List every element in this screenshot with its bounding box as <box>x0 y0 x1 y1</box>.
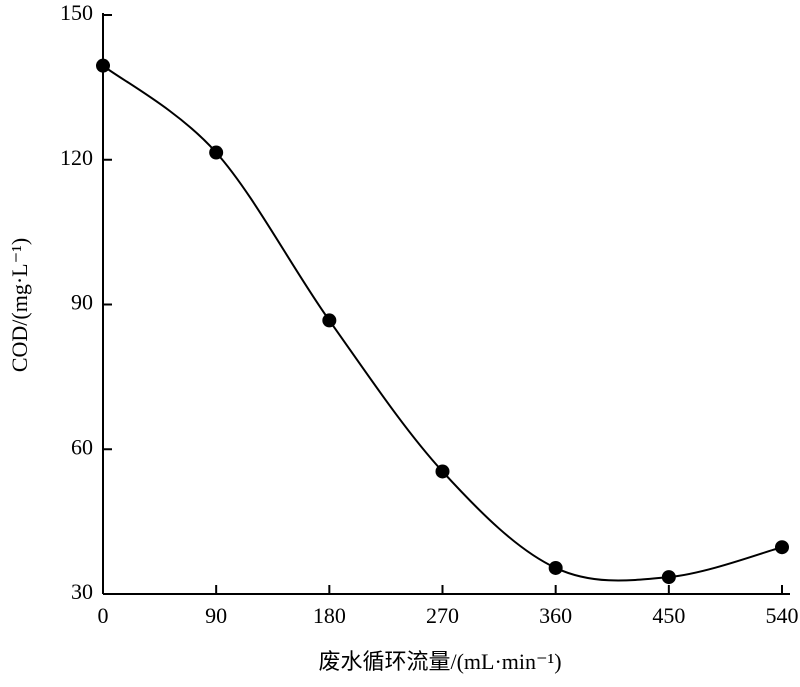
x-tick-label: 0 <box>98 603 109 628</box>
data-point <box>775 540 789 555</box>
y-tick-label: 120 <box>60 145 93 170</box>
y-tick-label: 30 <box>71 579 93 604</box>
data-point <box>322 313 337 328</box>
x-tick-label: 180 <box>313 603 346 628</box>
y-tick-label: 90 <box>71 290 93 315</box>
x-tick-label: 360 <box>539 603 572 628</box>
y-tick-label: 150 <box>60 0 93 25</box>
x-tick-label: 270 <box>426 603 459 628</box>
data-line <box>102 64 783 582</box>
x-axis-title: 废水循环流量/(mL·min⁻¹) <box>318 649 561 674</box>
data-point <box>96 58 110 73</box>
y-axis-title: COD/(mg·L⁻¹) <box>7 238 32 372</box>
data-point <box>435 464 450 479</box>
data-point <box>548 560 563 575</box>
data-point <box>209 145 224 160</box>
x-tick-label: 90 <box>205 603 227 628</box>
x-tick-label: 540 <box>766 603 799 628</box>
data-point <box>661 570 676 585</box>
y-tick-label: 60 <box>71 434 93 459</box>
x-tick-label: 450 <box>652 603 685 628</box>
